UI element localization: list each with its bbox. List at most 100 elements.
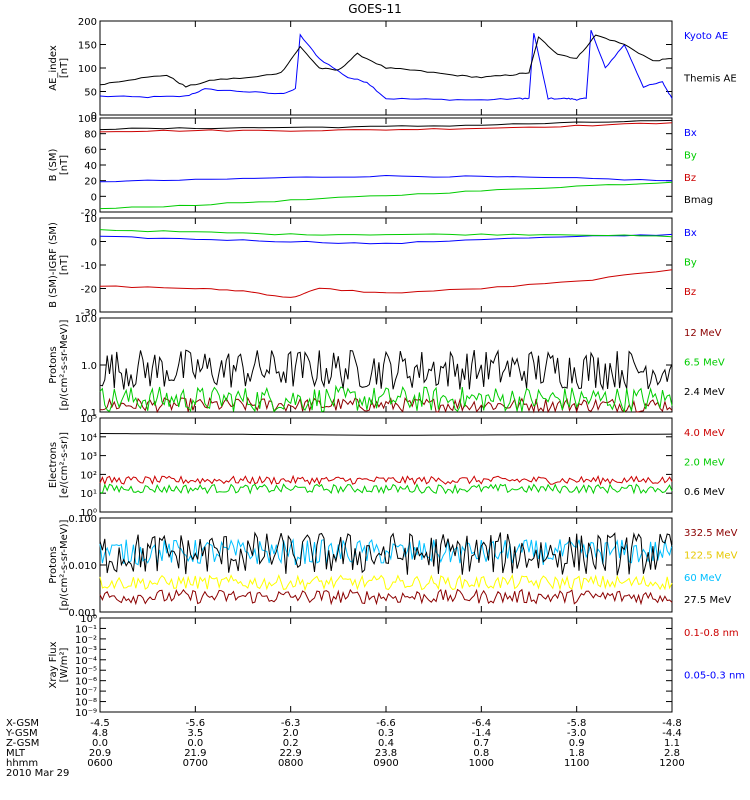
ephemeris-value: -6.4 — [472, 718, 492, 729]
y-tick-label: -30 — [81, 308, 97, 319]
legend-label: Bmag — [684, 195, 713, 206]
legend-label: 12 MeV — [684, 328, 722, 339]
series-line-bz — [99, 269, 673, 298]
ephemeris-value: -6.6 — [376, 718, 396, 729]
ephemeris-value: -4.8 — [662, 718, 682, 729]
ephemeris-value: 2.0 — [283, 728, 299, 739]
y-tick-label: 10⁻² — [75, 635, 97, 646]
series-line-themis-ae — [99, 34, 672, 88]
ephemeris-value: 0700 — [183, 758, 208, 769]
series-line-27-5-mev — [99, 531, 673, 576]
ephemeris-value: 0.9 — [569, 738, 585, 749]
y-tick-label: 100 — [78, 114, 97, 125]
y-tick-label: 150 — [78, 41, 97, 52]
ephemeris-value: -1.4 — [472, 728, 492, 739]
y-tick-label: 10⁻⁶ — [75, 677, 97, 688]
y-axis-label: B (SM)[nT] — [48, 148, 70, 181]
ephemeris-value: 20.9 — [89, 748, 111, 759]
series-line-122-5-mev — [99, 573, 673, 592]
y-tick-label: 1.0 — [81, 361, 97, 372]
ephemeris-value: -4.5 — [90, 718, 110, 729]
y-tick-label: 10² — [80, 470, 97, 481]
legend-label: 0.6 MeV — [684, 487, 725, 498]
legend-label: By — [684, 150, 697, 161]
series-line-bz — [99, 122, 673, 133]
y-axis-label: B (SM)-IGRF (SM)[nT] — [48, 222, 70, 308]
series-line-0-6-mev — [99, 433, 673, 436]
y-tick-label: 10⁰ — [80, 614, 97, 625]
y-tick-label: -10 — [81, 261, 97, 272]
y-tick-label: -20 — [81, 208, 97, 219]
y-tick-label: 10.0 — [75, 314, 97, 325]
panel-2: -20 0 20 40 60 80 100 B (SM)[nT] Bx By Bz Bmag — [48, 114, 713, 219]
legend-label: 6.5 MeV — [684, 357, 725, 368]
legend-label: 60 MeV — [684, 573, 722, 584]
y-tick-label: 60 — [84, 145, 97, 156]
y-axis-label: Electrons[e/(cm²-s-sr)] — [48, 432, 70, 498]
legend-label: Themis AE — [683, 74, 737, 85]
ephemeris-value: 0.7 — [473, 738, 489, 749]
series-line-bmag — [99, 119, 673, 131]
ephemeris-value: -6.3 — [281, 718, 301, 729]
legend-label: 4.0 MeV — [684, 428, 725, 439]
ephemeris-value: -5.6 — [186, 718, 206, 729]
y-tick-label: 10⁻¹ — [75, 624, 97, 635]
ephemeris-value: 0900 — [373, 758, 398, 769]
series-line-2-0-mev — [99, 483, 673, 495]
legend-label: Bz — [684, 287, 696, 298]
y-axis-label: Xray Flux[W/m²] — [48, 641, 70, 688]
y-tick-label: 10 — [84, 214, 97, 225]
ephemeris-value: 23.8 — [375, 748, 397, 759]
ephemeris-value: 21.9 — [184, 748, 206, 759]
y-tick-label: 10³ — [80, 452, 97, 463]
y-tick-label: 10⁵ — [80, 414, 97, 425]
series-line-by — [99, 229, 673, 238]
series-line-bx — [99, 233, 673, 245]
ephemeris-value: 0.2 — [283, 738, 299, 749]
series-line-2-4-mev — [99, 349, 673, 391]
ephemeris-value: 0800 — [278, 758, 303, 769]
y-tick-label: 10⁻⁸ — [75, 698, 97, 709]
ephemeris-value: 1200 — [659, 758, 684, 769]
y-tick-label: 0.010 — [68, 561, 97, 572]
y-tick-label: 200 — [78, 17, 97, 28]
y-tick-label: 0.001 — [68, 608, 97, 619]
y-tick-label: 10⁰ — [80, 508, 97, 519]
panel-4: 0.1 1.0 10.0 Protons[p/(cm²-s-sr-MeV)] 12 Me… — [48, 314, 725, 419]
y-tick-label: 10⁴ — [80, 433, 97, 444]
y-axis-label: AE_index[nT] — [48, 45, 70, 91]
y-tick-label: 10⁻⁴ — [75, 656, 97, 667]
series-line-332-5-mev — [99, 588, 673, 606]
plot-title: GOES-11 — [348, 2, 402, 16]
legend-label: Bx — [684, 228, 697, 239]
legend-label: 0.05-0.3 nm — [684, 671, 745, 682]
ephemeris-label: MLT — [6, 748, 26, 759]
series-line-60-mev — [99, 538, 673, 566]
legend-label: Bx — [684, 128, 697, 139]
ephemeris-value: 0.0 — [187, 738, 203, 749]
y-tick-label: 100 — [78, 64, 97, 75]
legend-label: 122.5 MeV — [684, 550, 738, 561]
y-tick-label: -20 — [81, 285, 97, 296]
ephemeris-value: 0.8 — [473, 748, 489, 759]
ephemeris-value: 0.0 — [92, 738, 108, 749]
ephemeris-label: Y-GSM — [5, 728, 38, 739]
y-tick-label: 0 — [91, 111, 97, 122]
panel-frame — [99, 417, 673, 513]
series-line-6-5-mev — [99, 384, 673, 413]
panel-7: 10⁻⁹10⁻⁸10⁻⁷10⁻⁶10⁻⁵10⁻⁴10⁻³10⁻²10⁻¹10⁰ X… — [48, 614, 745, 719]
legend-label: By — [684, 257, 697, 268]
y-tick-label: 0 — [91, 192, 97, 203]
legend-label: Kyoto AE — [684, 31, 728, 42]
panel-6: 0.001 0.010 0.100Protons[p/(cm²-s-sr-MeV)]… — [48, 514, 738, 619]
legend-label: 27.5 MeV — [684, 595, 731, 606]
ephemeris-value: 0600 — [87, 758, 112, 769]
ephemeris-value: 2.8 — [664, 748, 680, 759]
series-line-kyoto-ae — [99, 30, 673, 101]
ephemeris-value: 1.8 — [569, 748, 585, 759]
y-tick-label: 0.100 — [68, 514, 97, 525]
y-tick-label: 0.1 — [81, 408, 97, 419]
ephemeris-label: X-GSM — [6, 718, 39, 729]
y-axis-label: Protons[p/(cm²-s-sr-MeV)] — [48, 319, 70, 410]
